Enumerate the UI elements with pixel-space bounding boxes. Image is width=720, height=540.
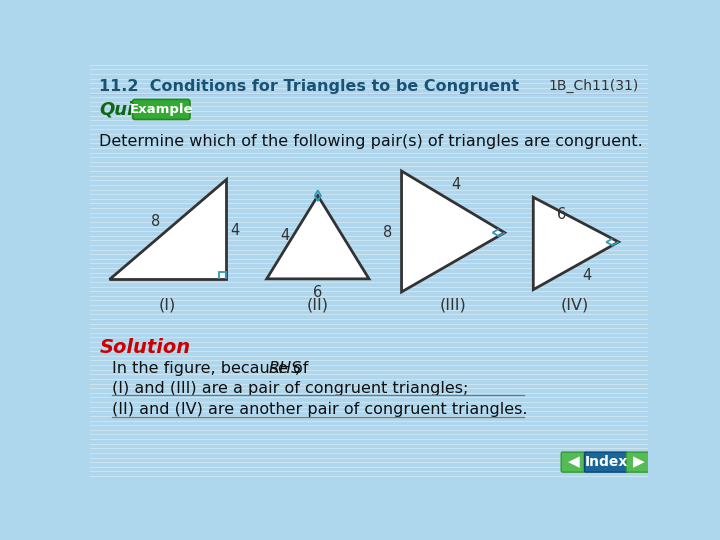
Text: (I) and (III) are a pair of congruent triangles;: (I) and (III) are a pair of congruent tr…: [112, 381, 468, 395]
Text: (II) and (IV) are another pair of congruent triangles.: (II) and (IV) are another pair of congru…: [112, 402, 527, 417]
Text: RHS: RHS: [269, 361, 302, 376]
Text: (I): (I): [159, 298, 176, 313]
Text: 8: 8: [151, 214, 161, 228]
Text: 8: 8: [383, 225, 392, 240]
Text: 11.2  Conditions for Triangles to be Congruent: 11.2 Conditions for Triangles to be Cong…: [99, 79, 519, 93]
Text: Determine which of the following pair(s) of triangles are congruent.: Determine which of the following pair(s)…: [99, 134, 643, 149]
Polygon shape: [266, 195, 369, 279]
Text: 4: 4: [582, 267, 591, 282]
Polygon shape: [402, 171, 505, 292]
Text: 6: 6: [313, 285, 323, 300]
Text: (IV): (IV): [560, 298, 588, 313]
Text: 1B_Ch11(31): 1B_Ch11(31): [549, 79, 639, 93]
Text: 4: 4: [230, 223, 240, 238]
Text: ◀: ◀: [568, 455, 580, 470]
FancyBboxPatch shape: [561, 452, 586, 472]
Text: ▶: ▶: [633, 455, 644, 470]
Text: Example: Example: [130, 103, 193, 116]
Text: Solution: Solution: [99, 338, 190, 357]
Text: Index: Index: [585, 455, 628, 469]
Text: (II): (II): [307, 298, 329, 313]
Text: Quick: Quick: [99, 100, 156, 118]
Text: 6: 6: [557, 207, 566, 222]
FancyBboxPatch shape: [626, 452, 651, 472]
Text: 4: 4: [451, 177, 460, 192]
Polygon shape: [109, 179, 225, 279]
Text: ,: ,: [295, 361, 300, 376]
FancyBboxPatch shape: [585, 452, 628, 472]
Text: In the figure, because of: In the figure, because of: [112, 361, 313, 376]
Text: 4: 4: [281, 228, 290, 243]
Polygon shape: [534, 197, 618, 289]
Text: (III): (III): [439, 298, 466, 313]
FancyBboxPatch shape: [132, 99, 190, 119]
